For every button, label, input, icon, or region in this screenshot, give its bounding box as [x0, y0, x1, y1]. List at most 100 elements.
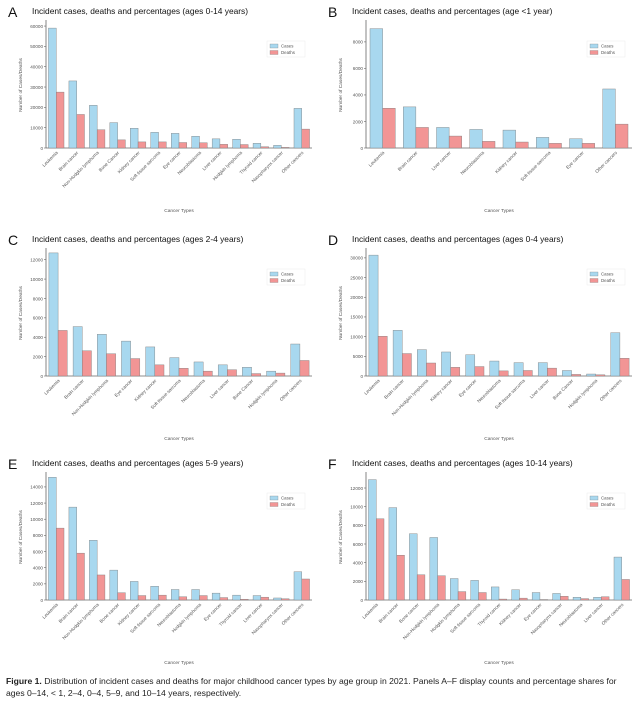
y-tick-label: 6000: [353, 66, 364, 71]
bar-deaths: [515, 141, 529, 149]
x-tick-label: Other cancers: [601, 602, 625, 626]
bar-cases: [593, 596, 602, 601]
x-tick-label: Leukemia: [368, 150, 386, 168]
bar-cases: [171, 133, 180, 149]
x-tick-label: Brain cancer: [58, 602, 80, 624]
legend-swatch-cases: [269, 43, 279, 49]
x-tick-label: Liver cancer: [583, 602, 605, 624]
x-tick-label: Brain cancer: [63, 378, 85, 400]
x-tick-label: Liver cancer: [242, 602, 264, 624]
bar-deaths: [402, 353, 412, 377]
y-tick-label: 10000: [30, 517, 43, 522]
x-tick-label: Other cancers: [279, 378, 303, 402]
bar-cases: [392, 330, 403, 377]
bar-deaths: [56, 91, 65, 149]
y-tick-label: 4000: [353, 560, 364, 565]
bar-cases: [48, 252, 59, 377]
panel-b: B Incident cases, deaths and percentages…: [320, 0, 640, 228]
x-axis-title: Cancer Types: [484, 660, 514, 666]
bar-cases: [470, 580, 479, 601]
y-tick-label: 60000: [30, 24, 43, 29]
bar-deaths: [547, 367, 557, 377]
bar-cases: [121, 340, 131, 377]
y-tick-label: 8000: [353, 40, 364, 45]
y-tick-label: 2000: [33, 582, 44, 587]
panel-a: A Incident cases, deaths and percentages…: [0, 0, 320, 228]
y-tick-label: 14000: [30, 485, 43, 490]
bar-deaths: [260, 146, 269, 149]
bar-cases: [242, 367, 252, 377]
y-tick-label: 8000: [353, 523, 364, 528]
bar-cases: [409, 533, 418, 601]
bar-cases: [273, 145, 282, 149]
bar-deaths: [130, 358, 141, 377]
bar-cases: [417, 349, 427, 377]
y-tick-label: 4000: [33, 335, 44, 340]
bar-cases: [293, 108, 302, 149]
x-tick-label: Non-Hodgkin lymphoma: [61, 150, 100, 189]
x-tick-label: Bone cancer: [398, 602, 420, 624]
panel-d: D Incident cases, deaths and percentages…: [320, 228, 640, 456]
y-axis-title: Number of Cases/Deaths: [18, 509, 24, 563]
x-tick-label: Soft tissue sarcoma: [520, 150, 552, 182]
bar-deaths: [299, 360, 310, 377]
bar-cases: [217, 364, 228, 377]
bar-cases: [450, 578, 459, 601]
x-tick-label: Eye cancer: [565, 150, 585, 170]
bar-deaths: [482, 141, 496, 149]
panel-title: Incident cases, deaths and percentages (…: [32, 458, 244, 468]
bar-cases: [211, 592, 221, 601]
panel-letter: F: [328, 456, 337, 472]
x-tick-label: Brain cancer: [383, 378, 405, 400]
bar-deaths: [376, 518, 385, 601]
bar-deaths: [474, 366, 485, 377]
bar-deaths: [240, 144, 249, 149]
x-tick-label: Neuroblastoma: [476, 378, 502, 404]
y-axis-title: Number of Cases/Deaths: [338, 57, 344, 111]
panel-title: Incident cases, deaths and percentages (…: [32, 6, 249, 16]
x-axis-title: Cancer Types: [164, 436, 194, 442]
legend-label-cases: Cases: [601, 272, 614, 277]
legend-label-cases: Cases: [281, 44, 294, 49]
bar-cases: [290, 343, 301, 377]
y-tick-label: 6000: [353, 542, 364, 547]
x-tick-label: Neuroblastoma: [180, 378, 206, 404]
y-tick-label: 12000: [350, 486, 363, 491]
bar-deaths: [522, 370, 533, 377]
bar-cases: [97, 334, 107, 377]
bar-deaths: [457, 591, 467, 601]
bar-deaths: [137, 595, 147, 601]
x-tick-label: Leukemia: [43, 378, 61, 396]
bar-cases: [572, 596, 582, 601]
bar-deaths: [219, 144, 228, 149]
bar-cases: [369, 28, 383, 149]
x-axis-title: Cancer Types: [164, 208, 194, 214]
y-tick-label: 6000: [33, 549, 44, 554]
bar-deaths: [117, 139, 126, 149]
bar-cases: [130, 581, 139, 601]
bar-cases: [109, 569, 118, 601]
x-tick-label: Other cancers: [594, 150, 618, 174]
legend-swatch-deaths: [269, 50, 279, 55]
panel-title: Incident cases, deaths and percentages (…: [32, 234, 244, 244]
panel-title: Incident cases, deaths and percentages (…: [352, 234, 564, 244]
x-tick-label: Leukemia: [41, 150, 59, 168]
panel-c: C Incident cases, deaths and percentages…: [0, 228, 320, 456]
bar-deaths: [448, 135, 462, 149]
bar-deaths: [450, 367, 461, 377]
y-tick-label: 5000: [353, 354, 364, 359]
bar-cases: [130, 128, 139, 149]
y-tick-label: 30000: [30, 85, 43, 90]
y-axis-title: Number of Cases/Deaths: [338, 285, 344, 339]
legend-label-cases: Cases: [601, 496, 614, 501]
bar-deaths: [415, 127, 429, 149]
legend-swatch-cases: [269, 271, 279, 277]
bar-cases: [145, 346, 156, 377]
x-tick-label: Neuroblastoma: [460, 150, 486, 176]
bar-cases: [368, 254, 379, 377]
bar-cases: [169, 357, 180, 377]
x-tick-label: Kidney cancer: [498, 602, 522, 626]
bar-cases: [109, 122, 118, 149]
bar-deaths: [382, 108, 396, 149]
bar-deaths: [275, 372, 286, 377]
